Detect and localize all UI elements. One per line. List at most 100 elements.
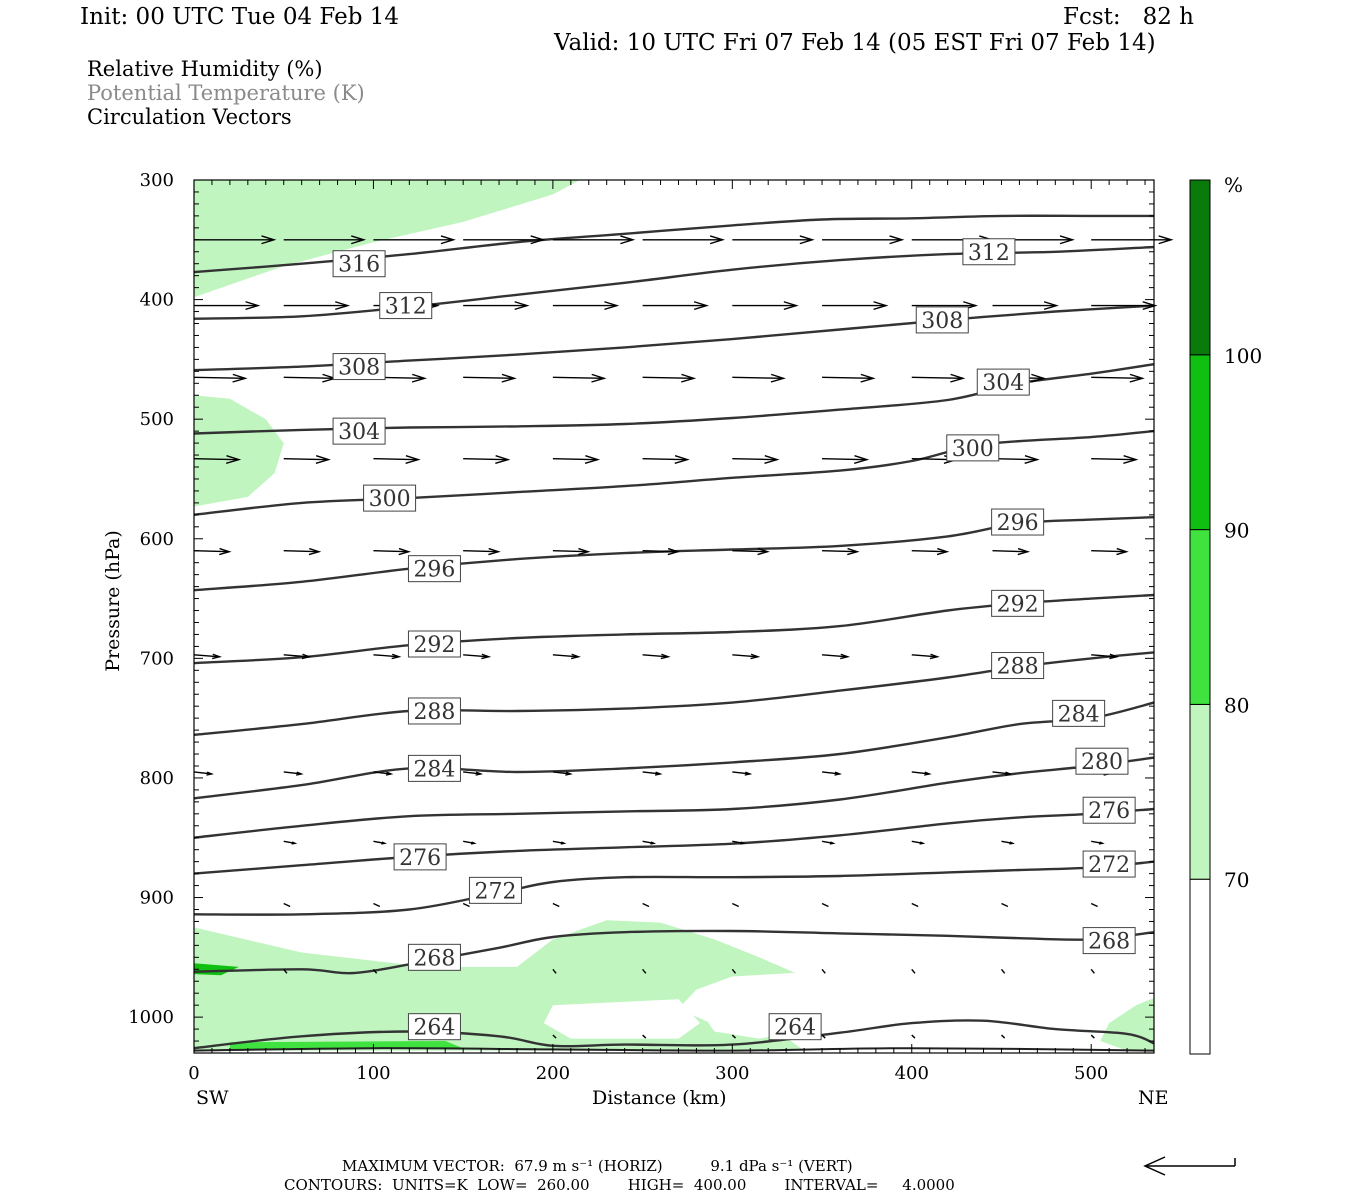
circulation-vector [821, 902, 829, 908]
theta-label-308: 308 [332, 353, 386, 381]
plot-frame [193, 179, 1155, 1054]
theta-label-text: 292 [997, 592, 1039, 617]
circulation-vector [463, 771, 481, 775]
legend-potential-temperature: Potential Temperature (K) [87, 81, 365, 105]
circulation-vector-head [570, 653, 581, 660]
circulation-vector [552, 902, 560, 908]
max-vector-info: MAXIMUM VECTOR: 67.9 m s⁻¹ (HORIZ) 9.1 d… [342, 1157, 853, 1175]
circulation-vector-head [219, 547, 232, 556]
circulation-vector [283, 550, 319, 553]
colorbar-tick-label: 80 [1224, 693, 1249, 717]
circulation-vector-head [1129, 373, 1145, 383]
circulation-vector-head [475, 771, 484, 776]
circulation-vector-head [391, 653, 402, 660]
circulation-vector-head [764, 454, 780, 464]
circulation-vector-head [584, 454, 601, 464]
theta-label-316: 316 [332, 250, 386, 278]
theta-label-text: 268 [1088, 930, 1130, 955]
theta-label-text: 284 [1058, 702, 1100, 727]
theta-label-304: 304 [332, 417, 386, 445]
circulation-vector-head [296, 771, 304, 776]
sw-end-label: SW [196, 1087, 229, 1109]
theta-label-box [991, 508, 1045, 536]
circulation-vector-head [560, 841, 567, 845]
circulation-vector [283, 457, 329, 461]
theta-label-text: 304 [338, 420, 380, 445]
theta-label-text: 264 [774, 1016, 816, 1041]
theta-label-288: 288 [991, 652, 1045, 680]
circulation-vector [821, 968, 826, 974]
circulation-vector [992, 550, 1028, 553]
ne-end-label: NE [1138, 1087, 1169, 1109]
theta-label-box [768, 1013, 822, 1041]
circulation-vector-head [744, 771, 753, 776]
legend-circulation-vectors: Circulation Vectors [87, 105, 292, 129]
circulation-vector [373, 457, 419, 461]
forecast-hour: Fcst: 82 h [1063, 4, 1194, 30]
circulation-vector-head [847, 547, 860, 556]
theta-label-box [407, 943, 461, 971]
theta-label-272: 272 [1082, 850, 1136, 878]
circulation-vector [373, 550, 409, 553]
circulation-vector-head [1098, 841, 1105, 845]
theta-label-276: 276 [393, 843, 447, 871]
circulation-vector [911, 376, 963, 380]
theta-label-text: 276 [399, 846, 441, 871]
circulation-vector [193, 654, 220, 658]
theta-label-272: 272 [468, 876, 522, 904]
circulation-vector-head [709, 235, 725, 245]
x-axis-title: Distance (km) [592, 1087, 727, 1109]
circulation-vector-head [770, 373, 786, 383]
circulation-vector-head [924, 771, 932, 776]
circulation-vector-head [440, 235, 456, 245]
circulation-vector-head [577, 547, 591, 556]
circulation-vector [1000, 1034, 1006, 1039]
circulation-vector-head [620, 235, 636, 245]
circulation-vector-head [225, 454, 242, 464]
circulation-vector-head [1158, 235, 1174, 245]
circulation-vector [372, 968, 378, 974]
circulation-vector-head [1116, 547, 1129, 556]
theta-label-292: 292 [407, 630, 461, 658]
circulation-vector [732, 550, 768, 553]
circulation-vector [373, 902, 381, 908]
theta-label-text: 312 [968, 241, 1010, 266]
x-tick-label: 100 [356, 1063, 390, 1084]
circulation-vector [911, 968, 916, 974]
circulation-vector [822, 457, 867, 461]
y-tick-label: 400 [140, 290, 174, 311]
circulation-vector-head [398, 547, 412, 556]
circulation-vector-head [470, 841, 477, 845]
theta-label-308: 308 [915, 306, 969, 334]
circulation-vector-head [650, 841, 657, 845]
theta-label-text: 296 [997, 511, 1039, 536]
circulation-vector [283, 376, 335, 380]
colorbar-segment [1189, 703, 1211, 880]
x-tick-label: 500 [1074, 1063, 1108, 1084]
circulation-vector [731, 1034, 736, 1039]
valid-time: Valid: 10 UTC Fri 07 Feb 14 (05 EST Fri … [554, 30, 1156, 56]
colorbar: 70 80 90 100% [1189, 173, 1262, 1055]
circulation-vector [462, 902, 470, 908]
theta-label-box [379, 292, 433, 320]
theta-label-text: 312 [385, 295, 427, 320]
circulation-vector-head [301, 653, 312, 660]
circulation-vector-head [889, 235, 905, 245]
circulation-vector-head [514, 301, 530, 311]
theta-label-box [1052, 699, 1106, 727]
theta-label-box [1082, 796, 1136, 824]
circulation-vector-head [385, 771, 394, 776]
theta-label-text: 316 [338, 253, 380, 278]
theta-label-box [468, 876, 522, 904]
theta-contour-264 [193, 1019, 1155, 1050]
circulation-vector [1091, 550, 1127, 553]
circulation-vector-head [261, 235, 277, 245]
circulation-vector [463, 654, 489, 658]
y-tick-label: 800 [140, 768, 174, 789]
theta-label-box [991, 652, 1045, 680]
circulation-vector-head [232, 373, 248, 383]
rh-70-80-region [194, 180, 580, 298]
circulation-vector-head [873, 301, 889, 311]
colorbar-tick-label: 70 [1224, 868, 1249, 892]
theta-label-text: 288 [413, 700, 455, 725]
